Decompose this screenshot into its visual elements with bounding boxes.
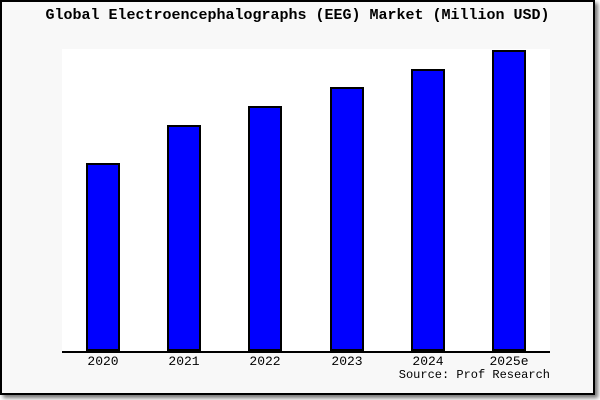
chart-title: Global Electroencephalographs (EEG) Mark… [45,7,550,24]
x-tick-label-2024: 2024 [412,354,444,369]
bar-2024 [411,69,445,351]
x-tick-label-2023: 2023 [331,354,363,369]
bar-2021 [167,125,201,351]
bar-2022 [248,106,282,351]
x-axis-ticks: 2020 2021 2022 2023 2024 2025e [2,354,593,370]
source-note: Source: Prof Research [398,368,550,382]
chart-frame: Global Electroencephalographs (EEG) Mark… [0,0,595,395]
x-tick-label-2022: 2022 [249,354,281,369]
x-tick-label-2020: 2020 [87,354,119,369]
bar-2025e [492,50,526,351]
x-tick-label-2021: 2021 [168,354,200,369]
bar-2023 [330,87,364,351]
plot-area [62,49,550,353]
bar-2020 [86,163,120,351]
x-tick-label-2025e: 2025e [489,354,529,369]
chart-content: Global Electroencephalographs (EEG) Mark… [2,2,593,393]
